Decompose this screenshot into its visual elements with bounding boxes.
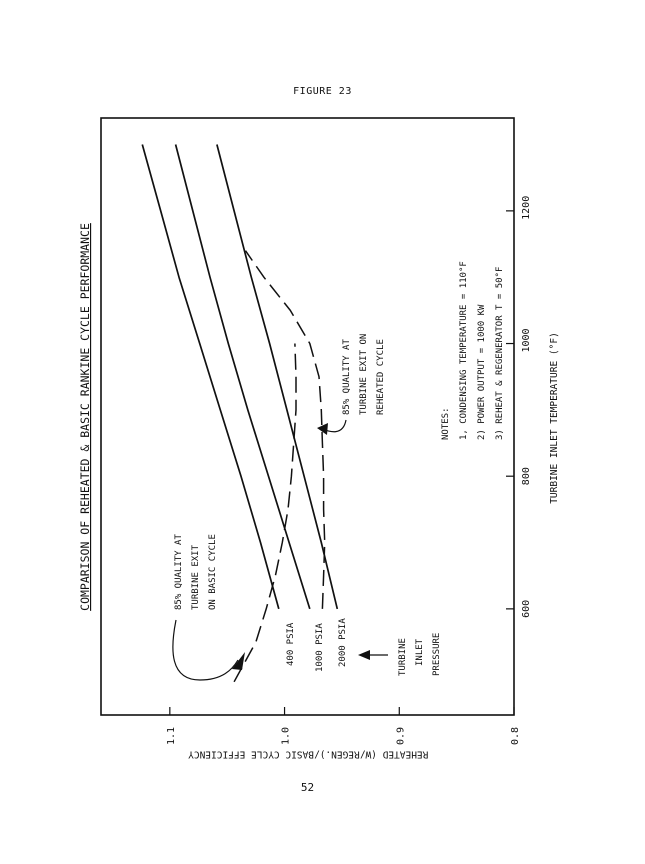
series-line-2	[174, 144, 311, 610]
chart-title: COMPARISON OF REHEATED & BASIC RANKINE C…	[78, 223, 92, 611]
y-tick-label: 1.1	[166, 727, 177, 745]
figure-label: FIGURE 23	[293, 86, 352, 97]
basic-cycle-annotation: 85% QUALITY AT TURBINE EXIT ON BASIC CYC…	[172, 534, 245, 681]
tick-group	[169, 210, 515, 715]
x-tick-label: 1000	[521, 328, 532, 352]
note-3: 3) REHEAT & REGENERATOR T = 50°F	[495, 267, 505, 440]
page-number: 52	[300, 781, 315, 794]
pressure-title-line-3: PRESSURE	[432, 633, 442, 676]
note-1: 1, CONDENSING TEMPERATURE = 110°F	[459, 261, 469, 440]
reheat-note-line-2: TURBINE EXIT ON	[359, 334, 369, 415]
label-1000-psia: 1000 PSIA	[315, 623, 325, 672]
note-2: 2) POWER OUTPUT = 1000 KW	[477, 304, 487, 440]
reheated-cycle-annotation: 85% QUALITY AT TURBINE EXIT ON REHEATED …	[317, 334, 386, 435]
series-line-5	[244, 250, 326, 609]
y-tick-label: 1.0	[281, 727, 292, 745]
x-tick-label: 1200	[521, 196, 532, 220]
series-line-3	[216, 144, 339, 610]
plot-frame	[100, 117, 515, 716]
x-tick-label: 600	[521, 600, 532, 618]
basic-note-line-1: 85% QUALITY AT	[174, 534, 184, 610]
reheat-note-line-3: REHEATED CYCLE	[376, 339, 386, 415]
y-tick-label: 0.8	[510, 727, 521, 745]
basic-note-leader	[172, 619, 239, 681]
basic-note-line-3: ON BASIC CYCLE	[208, 534, 218, 610]
notes-title: NOTES:	[441, 407, 451, 440]
pressure-arrowhead	[358, 650, 370, 660]
pressure-title-line-1: TURBINE	[398, 638, 408, 676]
x-axis-label: TURBINE INLET TEMPERATURE (°F)	[549, 332, 560, 504]
pressure-title-line-2: INLET	[415, 638, 425, 666]
y-tick-label: 0.9	[395, 727, 406, 745]
basic-note-line-2: TURBINE EXIT	[191, 544, 201, 610]
notes-block: NOTES: 1, CONDENSING TEMPERATURE = 110°F…	[441, 261, 505, 440]
series-line-1	[141, 144, 280, 610]
pressure-title: TURBINE INLET PRESSURE	[358, 633, 442, 676]
series-group	[141, 144, 339, 683]
reheat-note-arrowhead	[317, 423, 328, 435]
y-axis-label: REHEATED (W/REGEN.)/BASIC CYCLE EFFICIEN…	[188, 749, 428, 760]
tick-label-group: 0.8 0.9 1.0 1.1 600 800 1000 1200	[166, 196, 532, 745]
label-2000-psia: 2000 PSIA	[338, 618, 348, 667]
label-400-psia: 400 PSIA	[286, 622, 296, 666]
x-tick-label: 800	[521, 467, 532, 485]
reheat-note-line-1: 85% QUALITY AT	[342, 339, 352, 415]
basic-note-arrowhead	[232, 652, 245, 670]
